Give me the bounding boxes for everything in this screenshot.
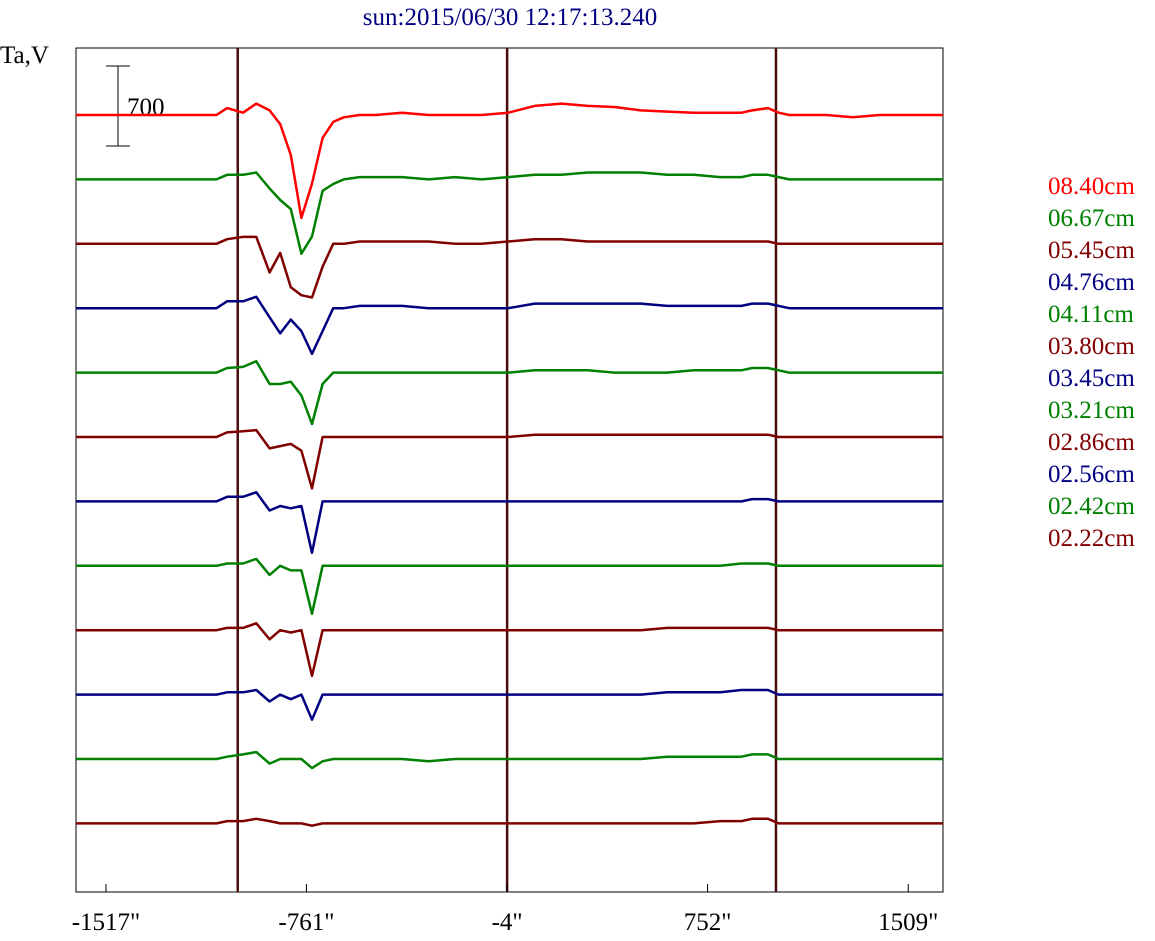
x-tick-label: 752"	[684, 909, 732, 936]
legend-item: 02.56cm	[1048, 461, 1135, 488]
legend-item: 04.76cm	[1048, 269, 1135, 296]
legend: 08.40cm 06.67cm 05.45cm 04.76cm 04.11cm 03.80…	[1048, 171, 1155, 555]
legend-item: 02.86cm	[1048, 429, 1135, 456]
series-line-04.11cm	[76, 359, 943, 426]
series-line-05.45cm	[76, 235, 943, 299]
series-line-02.86cm	[76, 622, 943, 678]
legend-item: 06.67cm	[1048, 205, 1135, 232]
plot-frame	[75, 47, 944, 893]
series-line-03.21cm	[76, 557, 943, 616]
series-line-04.76cm	[76, 295, 943, 356]
series-line-03.80cm	[76, 428, 943, 490]
series-line-06.67cm	[76, 171, 943, 255]
scale-bar-label: 700	[127, 94, 165, 121]
legend-item: 03.45cm	[1048, 365, 1135, 392]
series-line-03.45cm	[76, 491, 943, 555]
x-tick-label: -4"	[492, 909, 523, 936]
legend-item: 02.22cm	[1048, 525, 1135, 552]
legend-item: 04.11cm	[1048, 301, 1134, 328]
legend-item: 08.40cm	[1048, 173, 1135, 200]
series-line-02.42cm	[76, 750, 943, 770]
legend-item: 03.80cm	[1048, 333, 1135, 360]
series-line-08.40cm	[76, 102, 943, 220]
x-tick-label: 1509"	[878, 909, 938, 936]
y-axis-label: Ta,V	[0, 42, 49, 69]
series-line-02.56cm	[76, 688, 943, 721]
x-tick-label: -1517"	[72, 909, 141, 936]
legend-item: 05.45cm	[1048, 237, 1135, 264]
legend-item: 02.42cm	[1048, 493, 1135, 520]
series-line-02.22cm	[76, 817, 943, 827]
x-tick-label: -761"	[278, 909, 334, 936]
chart-title: sun:2015/06/30 12:17:13.240	[362, 4, 658, 31]
legend-item: 03.21cm	[1048, 397, 1135, 424]
